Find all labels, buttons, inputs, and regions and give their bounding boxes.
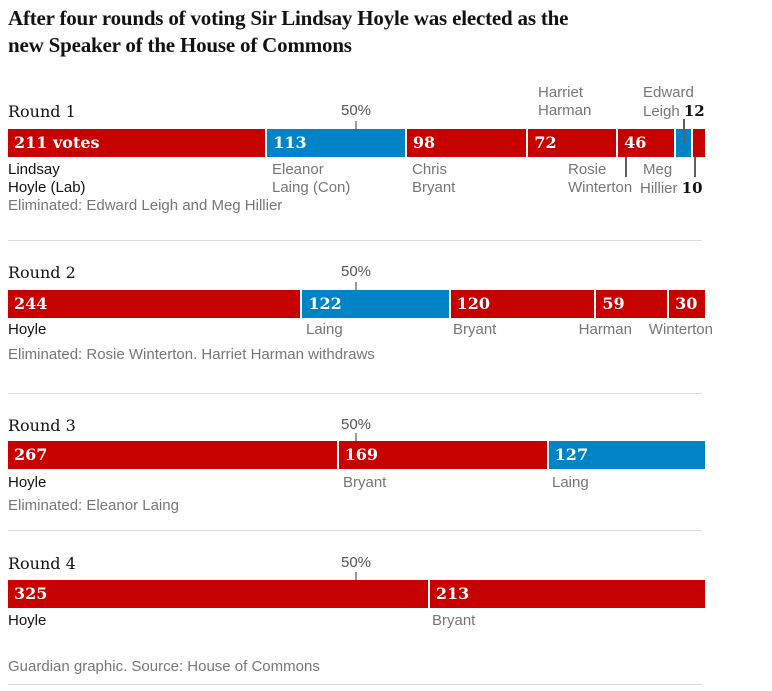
bar-segment-bryant: 213 bbox=[429, 580, 705, 608]
callout-line: Leigh 12 bbox=[643, 102, 705, 121]
bar-segment-value: 122 bbox=[308, 294, 342, 313]
candidate-label-line: Hillier 10 bbox=[640, 179, 703, 198]
bar-segment-winterton: 46 bbox=[618, 129, 677, 157]
fifty-percent-label: 50% bbox=[340, 416, 372, 433]
bar-segment-hoyle: 267 bbox=[8, 441, 339, 469]
bar-segment-value: 267 bbox=[14, 445, 48, 464]
bar-segment-value: 325 bbox=[14, 584, 48, 603]
fifty-percent-label: 50% bbox=[340, 263, 372, 280]
bar-segment-value: 59 bbox=[602, 294, 625, 313]
candidate-label-line: Meg bbox=[643, 161, 673, 178]
candidate-label-line: Chris bbox=[412, 161, 448, 178]
leader-line-rosie-winterton bbox=[625, 157, 627, 177]
leader-line-meg-hillier bbox=[694, 157, 696, 177]
bar-segment-value: 30 bbox=[675, 294, 698, 313]
bar-segment-bryant: 169 bbox=[338, 441, 549, 469]
round-4-label: Round 4 bbox=[8, 554, 76, 573]
callout-votes: 12 bbox=[683, 102, 705, 120]
bar-round-2: 244 122 120 59 30 bbox=[8, 290, 706, 318]
bar-segment-hoyle: 244 bbox=[8, 290, 303, 318]
bar-round-1: 211 votes 113 98 72 46 bbox=[8, 129, 706, 157]
bar-segment-value: 213 bbox=[435, 584, 470, 603]
leader-line-edward-leigh bbox=[683, 119, 685, 144]
candidate-label-line: Rosie bbox=[568, 161, 607, 178]
bar-segment-value: 46 bbox=[624, 133, 647, 152]
candidate-label-meg-hillier: Meg Hillier 10 bbox=[640, 161, 703, 198]
bar-segment-value: 98 bbox=[412, 133, 436, 152]
bar-segment-value: 169 bbox=[344, 445, 379, 464]
candidate-label-line: Hoyle (Lab) bbox=[8, 179, 86, 196]
divider bbox=[8, 530, 702, 531]
chart-title: After four rounds of voting Sir Lindsay … bbox=[8, 5, 568, 59]
bar-segment-value: 127 bbox=[554, 445, 589, 464]
fifty-percent-tick bbox=[355, 433, 357, 441]
candidate-label-bryant: Bryant bbox=[432, 612, 476, 629]
candidate-label-bryant: Bryant bbox=[343, 474, 387, 491]
source-credit: Guardian graphic. Source: House of Commo… bbox=[8, 658, 320, 675]
callout-harriet-harman: Harriet Harman bbox=[538, 84, 591, 120]
bar-segment-harman: 72 bbox=[528, 129, 619, 157]
bar-segment-value: 72 bbox=[534, 133, 557, 152]
candidate-label-hoyle: Hoyle bbox=[8, 321, 47, 338]
bar-segment-hoyle: 325 bbox=[8, 580, 430, 608]
candidate-label-hoyle: Hoyle bbox=[8, 474, 47, 491]
candidate-label-hoyle: Hoyle bbox=[8, 612, 47, 629]
divider bbox=[8, 684, 702, 685]
bar-segment-harman: 59 bbox=[596, 290, 670, 318]
candidate-label-line: Lindsay bbox=[8, 161, 60, 178]
callout-votes: 10 bbox=[681, 179, 703, 197]
bar-segment-winterton: 30 bbox=[669, 290, 706, 318]
bar-segment-laing: 127 bbox=[548, 441, 705, 469]
candidate-label-line: Bryant bbox=[412, 179, 456, 196]
divider bbox=[8, 393, 702, 394]
bar-segment-value: 113 bbox=[273, 133, 307, 152]
candidate-label-eleanor-laing: Eleanor Laing (Con) bbox=[272, 161, 350, 197]
bar-segment-bryant: 98 bbox=[406, 129, 529, 157]
eliminated-note-round-3: Eliminated: Eleanor Laing bbox=[8, 497, 179, 514]
callout-name: Leigh bbox=[643, 103, 680, 120]
bar-segment-bryant: 120 bbox=[450, 290, 597, 318]
fifty-percent-label: 50% bbox=[340, 554, 372, 571]
callout-line: Harman bbox=[538, 102, 592, 119]
bar-round-3: 267 169 127 bbox=[8, 441, 705, 469]
candidate-label-line: Winterton bbox=[568, 179, 633, 196]
candidate-label-rosie-winterton: Rosie Winterton bbox=[568, 161, 632, 197]
bar-segment-value: 211 votes bbox=[14, 133, 100, 152]
bar-segment-value: 244 bbox=[14, 294, 48, 313]
eliminated-note-round-1: Eliminated: Edward Leigh and Meg Hillier bbox=[8, 197, 283, 214]
round-3-label: Round 3 bbox=[8, 416, 76, 435]
bar-segment-hillier bbox=[692, 129, 706, 157]
bar-round-4: 325 213 bbox=[8, 580, 705, 608]
candidate-name: Hillier bbox=[640, 180, 678, 197]
callout-line: Edward bbox=[643, 84, 694, 101]
candidate-label-harman: Harman bbox=[578, 321, 632, 338]
chart-title-line-1: After four rounds of voting Sir Lindsay … bbox=[8, 6, 569, 30]
candidate-label-line: Eleanor bbox=[272, 161, 324, 178]
candidate-label-lindsay-hoyle: Lindsay Hoyle (Lab) bbox=[8, 161, 86, 197]
fifty-percent-tick bbox=[355, 121, 357, 129]
bar-segment-value: 120 bbox=[456, 294, 490, 313]
fifty-percent-tick bbox=[355, 572, 357, 580]
chart-title-line-2: new Speaker of the House of Commons bbox=[8, 33, 352, 57]
bar-segment-laing: 113 bbox=[267, 129, 407, 157]
round-2-label: Round 2 bbox=[8, 263, 76, 282]
candidate-label-laing: Laing bbox=[552, 474, 589, 491]
eliminated-note-round-2: Eliminated: Rosie Winterton. Harriet Har… bbox=[8, 346, 375, 363]
callout-edward-leigh: Edward Leigh 12 bbox=[643, 84, 705, 121]
candidate-label-laing: Laing bbox=[306, 321, 343, 338]
candidate-label-chris-bryant: Chris Bryant bbox=[412, 161, 455, 197]
round-1-label: Round 1 bbox=[8, 102, 76, 121]
candidate-label-line: Laing (Con) bbox=[272, 179, 351, 196]
candidate-label-bryant: Bryant bbox=[453, 321, 497, 338]
candidate-label-winterton: Winterton bbox=[648, 321, 713, 338]
divider bbox=[8, 240, 702, 241]
bar-segment-laing: 122 bbox=[302, 290, 451, 318]
bar-segment-hoyle: 211 votes bbox=[8, 129, 268, 157]
fifty-percent-tick bbox=[355, 282, 357, 290]
callout-line: Harriet bbox=[538, 84, 584, 101]
fifty-percent-label: 50% bbox=[340, 102, 372, 119]
